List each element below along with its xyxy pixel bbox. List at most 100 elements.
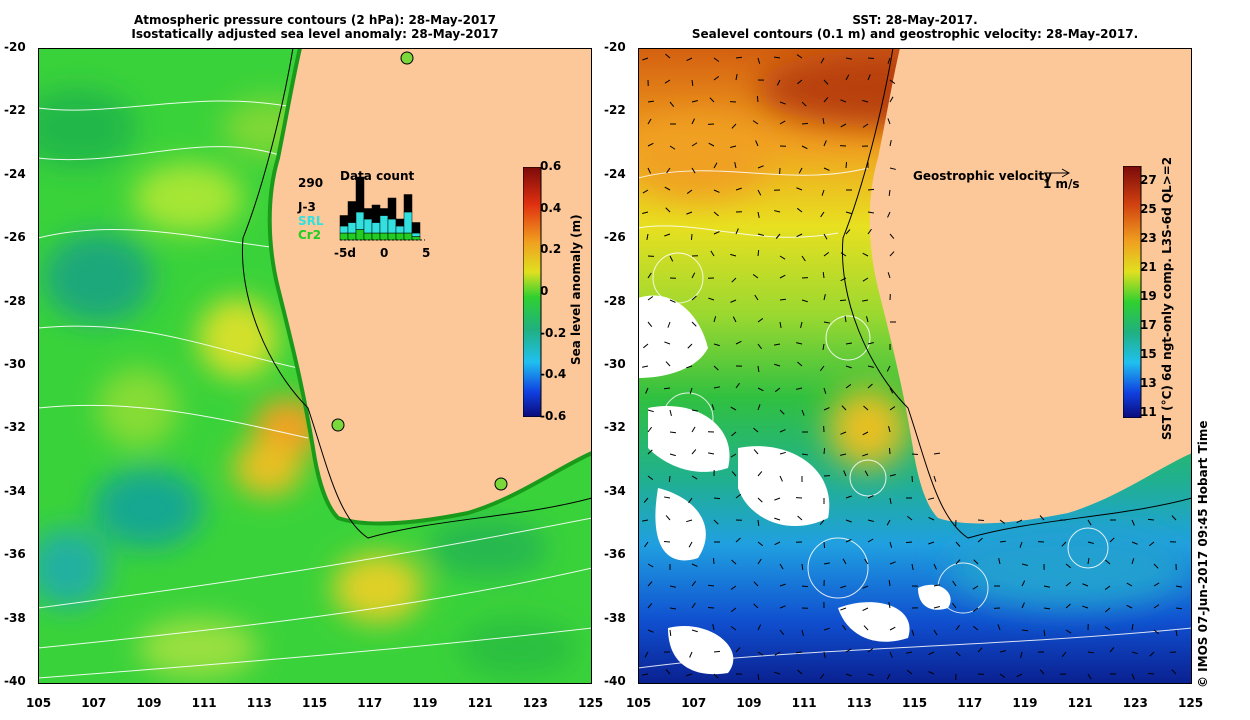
velocity-arrow bbox=[801, 255, 806, 262]
left-lat-tick: -36 bbox=[4, 547, 26, 562]
velocity-arrow bbox=[664, 186, 671, 191]
velocity-arrow bbox=[1087, 519, 1092, 526]
velocity-arrow bbox=[840, 453, 847, 456]
velocity-arrow bbox=[819, 519, 825, 525]
data-count-bar-cr2 bbox=[403, 232, 413, 241]
velocity-arrow bbox=[1061, 541, 1067, 547]
velocity-arrow bbox=[972, 625, 979, 631]
right-lon-tick: 105 bbox=[626, 696, 652, 710]
velocity-arrow bbox=[665, 207, 671, 213]
velocity-arrow bbox=[730, 626, 737, 631]
velocity-arrow bbox=[796, 387, 803, 390]
data-count-bar-cr2 bbox=[363, 232, 373, 241]
velocity-arrow bbox=[735, 340, 742, 345]
left-cb-tick: 0 bbox=[540, 284, 549, 298]
right-lat-tick: -40 bbox=[604, 674, 626, 688]
velocity-arrow bbox=[845, 384, 852, 389]
velocity-arrow bbox=[888, 447, 891, 455]
velocity-arrow bbox=[864, 470, 869, 477]
velocity-arrow bbox=[823, 387, 827, 394]
velocity-arrow bbox=[665, 361, 671, 367]
velocity-arrow bbox=[1019, 541, 1023, 548]
velocity-arrow bbox=[691, 272, 696, 279]
velocity-arrow bbox=[999, 673, 1006, 678]
velocity-arrow bbox=[955, 559, 961, 565]
velocity-arrow bbox=[643, 497, 649, 503]
velocity-arrow bbox=[795, 651, 803, 654]
velocity-arrow bbox=[823, 321, 830, 324]
velocity-arrow bbox=[686, 365, 693, 369]
velocity-arrow bbox=[708, 297, 715, 301]
velocity-arrow bbox=[889, 626, 896, 631]
velocity-arrow bbox=[911, 563, 914, 570]
velocity-arrow bbox=[647, 296, 654, 301]
velocity-arrow bbox=[906, 651, 913, 654]
right-lon-tick: 119 bbox=[1012, 696, 1038, 710]
velocity-arrow bbox=[801, 101, 807, 107]
velocity-arrow bbox=[972, 585, 979, 590]
data-count-bar-j3 bbox=[411, 222, 421, 234]
velocity-arrow bbox=[644, 651, 649, 658]
velocity-arrow bbox=[713, 365, 719, 371]
velocity-arrow bbox=[887, 272, 891, 279]
velocity-arrow bbox=[774, 651, 781, 656]
velocity-arrow bbox=[997, 624, 1001, 631]
velocity-arrow bbox=[867, 57, 875, 60]
velocity-arrow bbox=[889, 233, 895, 239]
velocity-arrow bbox=[1175, 585, 1182, 588]
right-lat-tick: -20 bbox=[604, 40, 626, 54]
right-lat-tick: -38 bbox=[604, 610, 626, 625]
velocity-arrow bbox=[801, 122, 809, 125]
velocity-arrow bbox=[798, 167, 803, 174]
data-count-bar-srl bbox=[339, 225, 349, 234]
velocity-arrow bbox=[889, 406, 896, 411]
velocity-arrow bbox=[862, 453, 869, 457]
velocity-arrow bbox=[1082, 583, 1089, 587]
left-lat-tick: -34 bbox=[4, 483, 26, 498]
velocity-arrow bbox=[796, 54, 803, 59]
velocity-arrow bbox=[755, 140, 759, 147]
velocity-arrow bbox=[1043, 585, 1050, 588]
velocity-arrow bbox=[889, 541, 893, 548]
velocity-arrow bbox=[823, 233, 828, 240]
velocity-arrow bbox=[845, 74, 850, 81]
velocity-arrow bbox=[691, 295, 697, 301]
data-count-bar-srl bbox=[347, 222, 357, 234]
velocity-arrow bbox=[646, 233, 649, 240]
velocity-arrow bbox=[1171, 669, 1177, 675]
left-lat-tick: -20 bbox=[4, 40, 26, 54]
velocity-arrow bbox=[867, 648, 874, 653]
velocity-arrow bbox=[691, 409, 698, 412]
velocity-arrow bbox=[757, 404, 761, 411]
right-cb-tick: 13 bbox=[1140, 376, 1157, 390]
velocity-arrow bbox=[841, 405, 847, 411]
velocity-arrow bbox=[757, 249, 760, 257]
velocity-arrow bbox=[735, 56, 743, 59]
right-cb-tick: 21 bbox=[1140, 260, 1157, 274]
velocity-arrow bbox=[713, 316, 717, 323]
velocity-arrow bbox=[779, 429, 786, 433]
legend-j3: J-3 bbox=[297, 200, 316, 214]
velocity-arrow bbox=[1131, 624, 1134, 631]
velocity-arrow bbox=[889, 251, 895, 257]
data-count-bar-srl bbox=[395, 225, 405, 234]
velocity-arrow bbox=[845, 365, 852, 369]
velocity-arrow bbox=[647, 629, 654, 633]
velocity-arrow bbox=[862, 607, 869, 612]
data-count-bar-srl bbox=[371, 222, 381, 234]
left-lat-tick: -28 bbox=[4, 293, 26, 308]
velocity-arrow bbox=[779, 274, 786, 279]
velocity-arrow bbox=[644, 541, 649, 548]
velocity-arrow bbox=[845, 342, 853, 345]
velocity-arrow bbox=[753, 603, 759, 609]
velocity-arrow bbox=[888, 426, 891, 433]
velocity-arrow bbox=[774, 497, 781, 501]
velocity-arrow bbox=[1109, 537, 1115, 543]
velocity-arrow bbox=[1153, 563, 1159, 569]
velocity-arrow bbox=[757, 387, 764, 392]
velocity-arrow bbox=[647, 118, 652, 125]
velocity-arrow bbox=[708, 142, 715, 147]
left-lon-tick: 109 bbox=[136, 696, 162, 710]
velocity-arrow bbox=[840, 99, 847, 103]
right-lon-tick: 113 bbox=[846, 696, 872, 710]
